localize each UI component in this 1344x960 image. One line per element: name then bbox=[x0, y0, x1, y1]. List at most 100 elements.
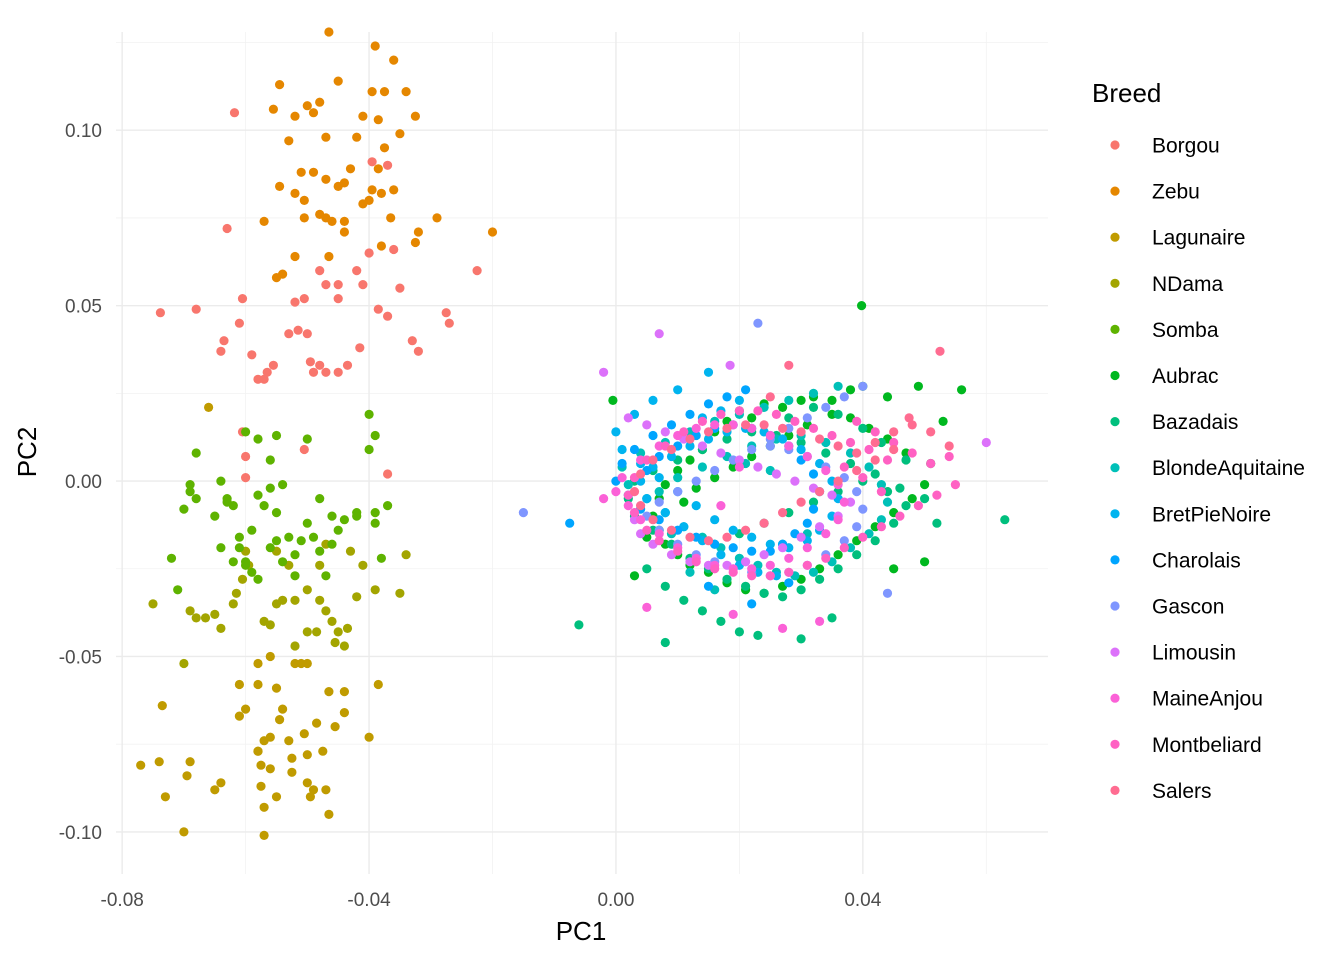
legend-item-salers: Salers bbox=[1110, 780, 1212, 803]
legend-label: Somba bbox=[1152, 319, 1219, 342]
data-point bbox=[278, 557, 288, 567]
data-point bbox=[321, 367, 331, 377]
data-point bbox=[734, 395, 745, 405]
data-point bbox=[734, 627, 745, 637]
y-tick-label: -0.10 bbox=[59, 823, 102, 844]
data-point bbox=[907, 420, 917, 430]
data-point bbox=[703, 536, 714, 546]
data-point bbox=[771, 469, 782, 479]
data-point bbox=[796, 634, 806, 644]
data-point bbox=[278, 480, 288, 490]
data-point bbox=[870, 469, 880, 479]
data-point bbox=[913, 381, 924, 391]
data-point bbox=[957, 385, 967, 395]
data-point bbox=[778, 592, 788, 602]
data-point bbox=[234, 543, 244, 553]
data-point bbox=[703, 434, 714, 444]
data-point bbox=[858, 381, 868, 391]
data-point bbox=[833, 564, 843, 574]
y-tick-label: 0.05 bbox=[65, 297, 102, 318]
data-point bbox=[802, 451, 812, 462]
data-point bbox=[907, 494, 917, 504]
data-point bbox=[858, 423, 868, 433]
data-point bbox=[642, 420, 652, 430]
series-zebu bbox=[259, 27, 498, 283]
data-point bbox=[599, 494, 609, 504]
data-point bbox=[315, 560, 325, 570]
data-point bbox=[778, 543, 788, 553]
data-point bbox=[376, 188, 386, 198]
data-point bbox=[312, 627, 322, 637]
data-point bbox=[290, 111, 300, 121]
data-point bbox=[599, 367, 609, 377]
data-point bbox=[265, 620, 275, 630]
data-point bbox=[191, 613, 201, 623]
data-point bbox=[778, 507, 788, 518]
data-point bbox=[308, 167, 319, 177]
series-ndama bbox=[148, 539, 411, 669]
data-point bbox=[327, 511, 337, 521]
data-point bbox=[373, 164, 383, 174]
data-point bbox=[265, 483, 275, 493]
data-point bbox=[182, 771, 192, 781]
data-point bbox=[747, 599, 757, 609]
data-point bbox=[565, 518, 575, 528]
data-point bbox=[833, 515, 843, 525]
data-point bbox=[821, 529, 831, 539]
data-point bbox=[796, 497, 806, 507]
data-point bbox=[339, 216, 349, 226]
data-point bbox=[383, 501, 393, 511]
data-point bbox=[330, 722, 340, 732]
data-point bbox=[889, 437, 899, 448]
data-point bbox=[895, 511, 905, 521]
data-point bbox=[666, 451, 677, 462]
legend-marker bbox=[1110, 324, 1120, 334]
data-point bbox=[247, 567, 257, 577]
data-point bbox=[241, 427, 251, 437]
data-point bbox=[679, 427, 689, 437]
x-tick-label: -0.08 bbox=[101, 890, 144, 911]
data-point bbox=[642, 602, 652, 613]
data-point bbox=[284, 136, 294, 146]
x-tick-label: -0.04 bbox=[347, 890, 391, 911]
data-point bbox=[685, 567, 695, 577]
data-point bbox=[666, 420, 677, 430]
data-point bbox=[210, 785, 220, 795]
data-point bbox=[815, 522, 825, 532]
data-point bbox=[290, 188, 300, 198]
data-point bbox=[882, 497, 893, 507]
data-point bbox=[654, 473, 664, 483]
data-point bbox=[889, 427, 899, 437]
series-montbeliard bbox=[623, 406, 961, 581]
data-point bbox=[358, 111, 368, 121]
data-point bbox=[852, 465, 862, 476]
data-point bbox=[395, 129, 405, 139]
data-point bbox=[327, 616, 337, 627]
data-points bbox=[136, 27, 1010, 841]
data-point bbox=[204, 402, 214, 412]
data-point bbox=[648, 455, 658, 465]
data-point bbox=[216, 543, 226, 553]
data-point bbox=[648, 395, 658, 405]
legend-item-blondeaquitaine: BlondeAquitaine bbox=[1110, 457, 1305, 480]
data-point bbox=[253, 658, 263, 669]
data-point bbox=[710, 564, 720, 574]
data-point bbox=[808, 388, 819, 398]
data-point bbox=[327, 216, 337, 226]
data-point bbox=[778, 402, 788, 412]
data-point bbox=[864, 462, 874, 472]
legend-item-bretpienoire: BretPieNoire bbox=[1110, 503, 1271, 526]
data-point bbox=[401, 87, 411, 97]
data-point bbox=[876, 515, 887, 525]
data-point bbox=[367, 87, 377, 97]
data-point bbox=[219, 336, 229, 346]
data-point bbox=[271, 273, 282, 283]
data-point bbox=[296, 536, 306, 546]
legend-item-gascon: Gascon bbox=[1110, 596, 1224, 619]
data-point bbox=[876, 522, 887, 532]
data-point bbox=[796, 437, 806, 448]
data-point bbox=[697, 606, 708, 616]
data-point bbox=[166, 553, 177, 563]
data-point bbox=[926, 427, 936, 437]
data-point bbox=[944, 451, 954, 462]
